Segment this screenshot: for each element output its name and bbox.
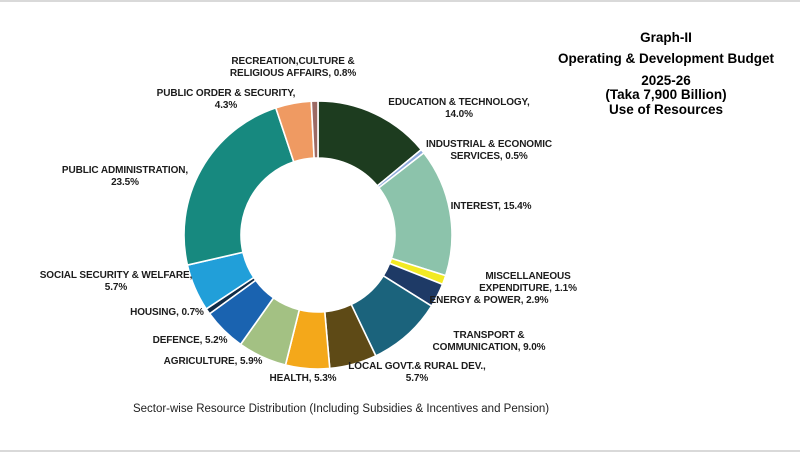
chart-caption: Sector-wise Resource Distribution (Inclu… (132, 403, 550, 415)
label-education-technology: EDUCATION & TECHNOLOGY, 14.0% (388, 97, 530, 120)
label-public-administration: PUBLIC ADMINISTRATION, 23.5% (61, 165, 189, 188)
slice-recreation-culture-religious-affairs (310, 100, 319, 159)
label-industrial-economic-services: INDUSTRIAL & ECONOMIC SERVICES, 0.5% (425, 139, 553, 162)
label-housing: HOUSING, 0.7% (130, 307, 204, 318)
label-miscellaneous-expenditure: MISCELLANEOUS EXPENDITURE, 1.1% (479, 271, 577, 294)
title-total-amount: (Taka 7,900 Billion) (605, 87, 727, 102)
label-transport-communication: TRANSPORT & COMMUNICATION, 9.0% (432, 330, 546, 353)
label-defence: DEFENCE, 5.2% (152, 335, 228, 346)
label-energy-power: ENERGY & POWER, 2.9% (429, 295, 549, 306)
label-agriculture: AGRICULTURE, 5.9% (163, 356, 263, 367)
title-graph-number: Graph-II (640, 30, 692, 45)
label-local-govt-rural-dev: LOCAL GOVT.& RURAL DEV., 5.7% (348, 361, 486, 384)
label-social-security-welfare: SOCIAL SECURITY & WELFARE, 5.7% (39, 270, 193, 293)
bottom-border-line (0, 450, 800, 452)
label-health: HEALTH, 5.3% (269, 373, 337, 384)
title-fiscal-year: 2025-26 (641, 73, 691, 88)
slice-public-administration (183, 107, 295, 266)
top-border-line (0, 0, 800, 2)
donut-chart-svg (183, 100, 453, 370)
label-interest: INTEREST, 15.4% (450, 201, 532, 212)
donut-chart (178, 95, 458, 375)
label-public-order-security: PUBLIC ORDER & SECURITY, 4.3% (156, 88, 296, 111)
chart-title-block: Graph-II Operating & Development Budget … (541, 30, 791, 117)
title-budget-name: Operating & Development Budget (557, 51, 775, 66)
label-recreation-culture-religious-affairs: RECREATION,CULTURE & RELIGIOUS AFFAIRS, … (229, 56, 357, 79)
title-use-of-resources: Use of Resources (608, 102, 724, 117)
